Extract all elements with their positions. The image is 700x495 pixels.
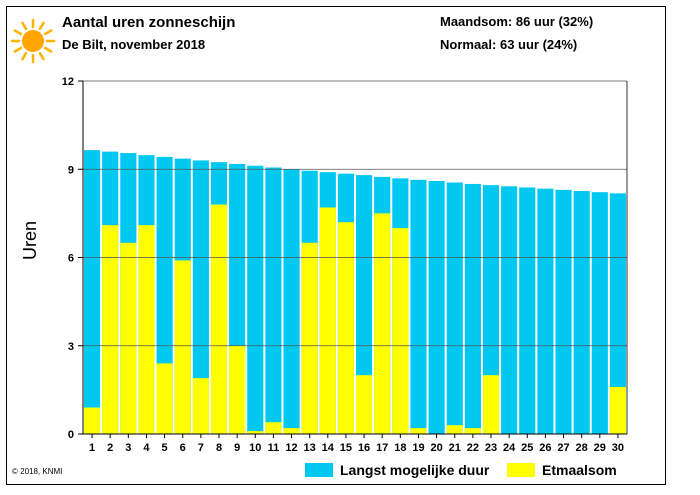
bar-etmaalsom: [374, 213, 391, 434]
bar-langst: [537, 188, 554, 434]
x-tick-label: 21: [449, 442, 461, 454]
x-tick-label: 5: [162, 442, 168, 454]
sun-ray: [21, 21, 28, 31]
bar-langst: [519, 187, 536, 434]
x-tick-label: 2: [107, 442, 113, 454]
x-tick-label: 30: [612, 442, 624, 454]
x-tick-label: 11: [268, 442, 280, 454]
sun-ray: [13, 29, 23, 36]
chart-subtitle: De Bilt, november 2018: [62, 37, 206, 52]
y-tick-label: 6: [68, 253, 74, 265]
bar-langst: [446, 182, 463, 434]
legend-swatch-langst: [305, 463, 333, 477]
bar-etmaalsom: [410, 428, 427, 434]
chart-title: Aantal uren zonneschijn: [62, 14, 236, 31]
y-tick-label: 12: [62, 76, 74, 88]
bar-langst: [464, 183, 481, 434]
sun-icon: [10, 18, 56, 64]
x-tick-label: 28: [576, 442, 588, 454]
x-tick-label: 8: [216, 442, 222, 454]
bar-etmaalsom: [247, 431, 264, 434]
y-tick-label: 0: [68, 429, 74, 441]
bar-langst: [265, 167, 282, 435]
x-tick-label: 6: [180, 442, 186, 454]
bar-etmaalsom: [192, 378, 209, 434]
bar-etmaalsom: [120, 242, 137, 434]
legend-label-etmaalsom: Etmaalsom: [542, 462, 617, 478]
bar-etmaalsom: [609, 386, 626, 434]
sun-ray: [13, 46, 23, 53]
x-tick-label: 4: [143, 442, 150, 454]
x-tick-label: 25: [521, 442, 533, 454]
bar-etmaalsom: [356, 375, 373, 434]
x-tick-label: 29: [594, 442, 606, 454]
x-tick-label: 24: [503, 442, 516, 454]
bar-etmaalsom: [84, 407, 101, 434]
normaal-text: Normaal: 63 uur (24%): [440, 37, 578, 52]
bar-etmaalsom: [337, 222, 354, 434]
bar-langst: [192, 160, 209, 435]
maandsom-text: Maandsom: 86 uur (32%): [440, 14, 594, 29]
bar-etmaalsom: [265, 422, 282, 434]
bar-etmaalsom: [392, 228, 409, 434]
x-tick-label: 10: [249, 442, 261, 454]
bar-langst: [283, 169, 300, 434]
sun-ray: [21, 51, 28, 61]
x-tick-label: 13: [304, 442, 316, 454]
sun-ray: [43, 29, 53, 36]
bar-etmaalsom: [210, 204, 228, 434]
bar-langst: [573, 191, 590, 434]
sun-ray: [38, 21, 45, 31]
y-tick-label: 9: [68, 164, 74, 176]
x-tick-label: 20: [430, 442, 442, 454]
bar-langst: [247, 165, 264, 434]
bar-langst: [501, 186, 518, 434]
bar-langst: [428, 181, 445, 434]
x-tick-label: 1: [89, 442, 95, 454]
x-tick-label: 14: [322, 442, 335, 454]
bar-langst: [609, 193, 626, 434]
bar-etmaalsom: [464, 428, 481, 434]
bar-etmaalsom: [482, 375, 500, 434]
x-tick-label: 15: [340, 442, 352, 454]
sun-ray: [38, 51, 45, 61]
bar-etmaalsom: [156, 363, 173, 434]
bar-etmaalsom: [283, 428, 300, 434]
bar-etmaalsom: [446, 425, 463, 434]
bar-langst: [84, 150, 101, 435]
x-tick-label: 18: [394, 442, 406, 454]
x-tick-label: 22: [467, 442, 479, 454]
bar-langst: [482, 185, 500, 434]
bar-etmaalsom: [138, 225, 155, 434]
x-tick-label: 19: [412, 442, 424, 454]
bar-etmaalsom: [229, 345, 246, 434]
x-tick-label: 9: [234, 442, 240, 454]
bar-langst: [356, 175, 373, 434]
x-tick-label: 3: [125, 442, 131, 454]
x-tick-label: 26: [539, 442, 551, 454]
sun-ray: [43, 46, 53, 53]
y-tick-label: 3: [68, 341, 74, 353]
copyright-text: © 2018, KNMI: [12, 467, 63, 476]
bar-etmaalsom: [301, 242, 318, 434]
x-tick-label: 17: [376, 442, 388, 454]
bar-etmaalsom: [174, 260, 191, 434]
bar-etmaalsom: [319, 207, 336, 434]
x-tick-label: 23: [485, 442, 497, 454]
legend-swatch-etmaalsom: [507, 463, 535, 477]
bar-langst: [555, 189, 572, 434]
bar-etmaalsom: [102, 225, 119, 434]
x-tick-label: 7: [198, 442, 204, 454]
x-tick-label: 16: [358, 442, 370, 454]
x-tick-label: 12: [285, 442, 297, 454]
x-tick-label: 27: [557, 442, 569, 454]
bar-langst: [410, 179, 427, 434]
legend-label-langst: Langst mogelijke duur: [340, 462, 490, 478]
bar-langst: [591, 192, 608, 434]
